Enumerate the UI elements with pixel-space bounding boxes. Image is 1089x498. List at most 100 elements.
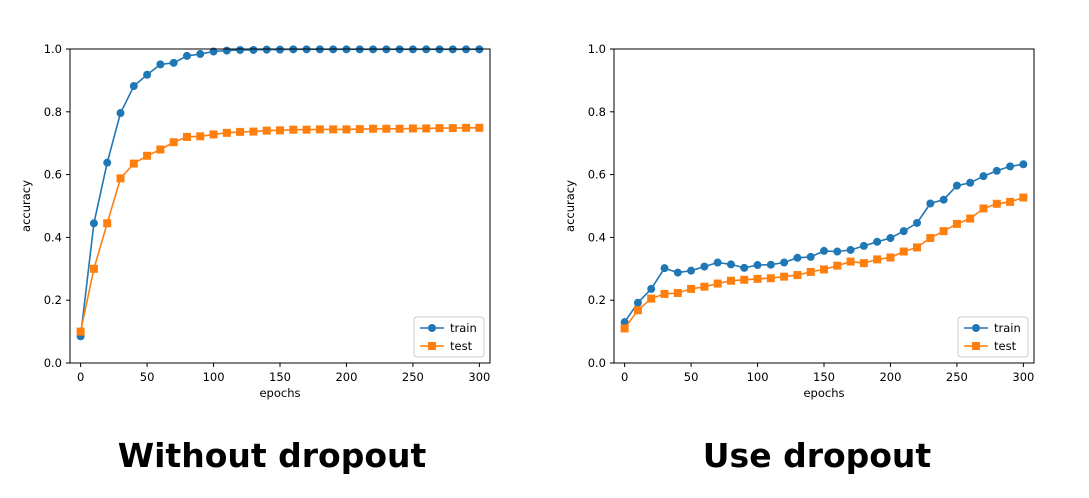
- data-point-test: [820, 265, 828, 274]
- data-point-test: [806, 267, 815, 276]
- data-point-test: [926, 234, 935, 243]
- series-line-train: [623, 163, 1024, 323]
- data-point-test: [992, 199, 1001, 208]
- caption-without-dropout: Without dropout: [117, 436, 427, 475]
- data-point-train: [926, 199, 935, 208]
- data-point-train: [753, 261, 762, 270]
- x-axis-label: epochs: [803, 386, 844, 400]
- data-point-test: [939, 227, 948, 236]
- x-tick-label: 200: [879, 370, 901, 384]
- x-tick-label: 100: [203, 370, 225, 384]
- legend-label-train: train: [994, 321, 1021, 335]
- data-point-test: [462, 123, 471, 132]
- data-point-test: [395, 124, 404, 133]
- data-point-test: [1019, 193, 1028, 202]
- x-tick-label: 50: [140, 370, 155, 384]
- data-point-test: [249, 127, 258, 136]
- y-axis-label: accuracy: [19, 180, 33, 232]
- data-point-train: [660, 264, 669, 273]
- data-point-train: [1019, 160, 1028, 169]
- legend-label-train: train: [450, 321, 477, 335]
- data-point-train: [793, 253, 802, 262]
- data-point-train: [209, 47, 218, 56]
- x-tick-label: 150: [269, 370, 291, 384]
- caption-use-dropout: Use dropout: [702, 436, 932, 475]
- legend-marker-train: [972, 324, 980, 332]
- data-point-test: [89, 264, 98, 273]
- y-tick-label: 0.2: [588, 293, 606, 307]
- data-point-test: [355, 125, 364, 134]
- x-tick-label: 50: [684, 370, 699, 384]
- data-point-train: [833, 247, 842, 256]
- legend-label-test: test: [450, 339, 473, 353]
- y-tick-label: 0.6: [44, 168, 62, 182]
- data-point-test: [103, 219, 112, 228]
- data-point-train: [633, 298, 642, 307]
- data-point-test: [76, 327, 85, 336]
- series-line-test: [623, 196, 1024, 329]
- data-point-train: [276, 45, 284, 54]
- data-point-test: [766, 274, 775, 283]
- data-point-train: [766, 260, 775, 269]
- legend-label-test: test: [994, 339, 1017, 353]
- x-tick-label: 300: [1012, 370, 1034, 384]
- x-tick-label: 200: [335, 370, 357, 384]
- data-point-test: [713, 279, 722, 288]
- x-tick-label: 300: [468, 370, 490, 384]
- data-point-train: [726, 260, 735, 269]
- data-point-train: [156, 60, 165, 69]
- data-point-test: [620, 324, 629, 333]
- data-point-test: [726, 276, 735, 285]
- data-point-test: [196, 132, 205, 141]
- data-point-train: [1006, 162, 1015, 171]
- legend-marker-train: [428, 324, 436, 332]
- data-point-train: [713, 258, 722, 267]
- data-point-test: [633, 306, 642, 315]
- data-point-train: [620, 318, 629, 327]
- data-point-test: [143, 151, 152, 160]
- data-point-test: [182, 132, 191, 141]
- data-point-train: [249, 45, 258, 54]
- data-point-test: [873, 255, 882, 264]
- y-tick-label: 0.4: [588, 230, 606, 244]
- data-point-test: [740, 275, 749, 284]
- x-tick-label: 0: [77, 370, 84, 384]
- data-point-train: [899, 227, 908, 236]
- data-point-test: [793, 271, 802, 280]
- data-point-test: [222, 128, 231, 137]
- data-point-train: [89, 219, 98, 228]
- data-point-test: [673, 288, 682, 297]
- data-point-test: [342, 125, 351, 134]
- data-point-test: [236, 127, 245, 136]
- data-point-train: [262, 45, 271, 54]
- data-point-train: [952, 181, 961, 190]
- data-point-test: [952, 219, 961, 228]
- x-tick-label: 250: [946, 370, 968, 384]
- data-point-test: [448, 124, 457, 133]
- data-point-train: [913, 218, 922, 227]
- data-point-test: [780, 272, 789, 281]
- data-point-train: [196, 50, 205, 59]
- data-point-train: [939, 195, 948, 204]
- data-point-test: [753, 274, 762, 283]
- y-axis-label: accuracy: [563, 180, 577, 232]
- data-point-test: [315, 125, 324, 134]
- data-point-test: [382, 124, 391, 133]
- data-point-test: [833, 261, 842, 270]
- data-point-train: [116, 109, 125, 118]
- x-tick-label: 250: [402, 370, 424, 384]
- data-point-test: [687, 284, 696, 293]
- data-point-test: [129, 159, 138, 168]
- data-point-train: [859, 241, 868, 250]
- series-line-train: [79, 48, 480, 337]
- chart-panel-0: 0 50 100 150 200 250 300 0.0 0.2 0.4 0.6 0.8 1.0 epoc…: [19, 42, 491, 400]
- y-tick-label: 0.0: [44, 356, 62, 370]
- data-point-train: [846, 245, 855, 254]
- data-point-test: [886, 253, 895, 262]
- data-point-test: [846, 257, 855, 266]
- y-tick-label: 0.2: [44, 293, 62, 307]
- data-point-test: [435, 124, 444, 133]
- data-point-test: [156, 145, 165, 154]
- data-point-train: [806, 252, 815, 261]
